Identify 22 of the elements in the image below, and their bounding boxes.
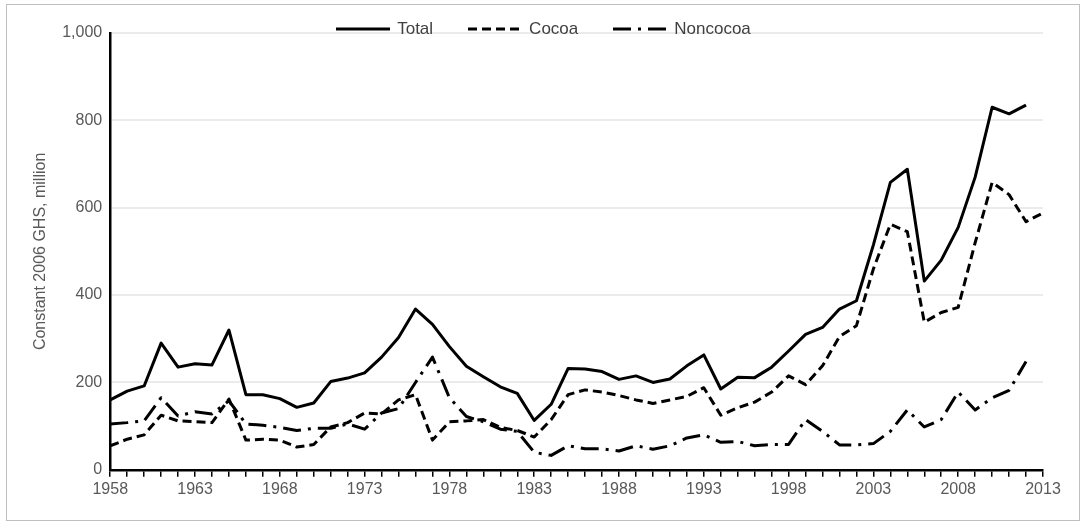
x-tick-label: 1968	[262, 479, 298, 497]
x-tick-label: 1993	[686, 479, 722, 497]
x-tick-label: 2003	[855, 479, 892, 497]
x-tick-label: 1958	[92, 479, 129, 497]
x-tick-label: 1978	[431, 479, 468, 497]
y-tick-label: 800	[75, 110, 103, 128]
y-tick-label: 0	[93, 460, 103, 478]
y-tick-label: 1,000	[62, 23, 103, 41]
x-tick-label: 1983	[516, 479, 553, 497]
legend-label: Noncocoa	[674, 19, 751, 39]
x-tick-label: 1963	[177, 479, 213, 497]
x-tick-label: 1988	[601, 479, 637, 497]
x-tick-label: 1973	[346, 479, 383, 497]
legend-label: Total	[397, 19, 434, 39]
y-tick-label: 400	[75, 285, 103, 303]
x-tick-label: 2013	[1025, 479, 1061, 497]
y-tick-label: 600	[75, 198, 103, 216]
legend-label: Cocoa	[529, 19, 579, 39]
x-tick-label: 1998	[770, 479, 807, 497]
y-axis-title: Constant 2006 GHS, million	[31, 152, 49, 351]
y-tick-label: 200	[75, 372, 103, 390]
x-tick-label: 2008	[940, 479, 977, 497]
